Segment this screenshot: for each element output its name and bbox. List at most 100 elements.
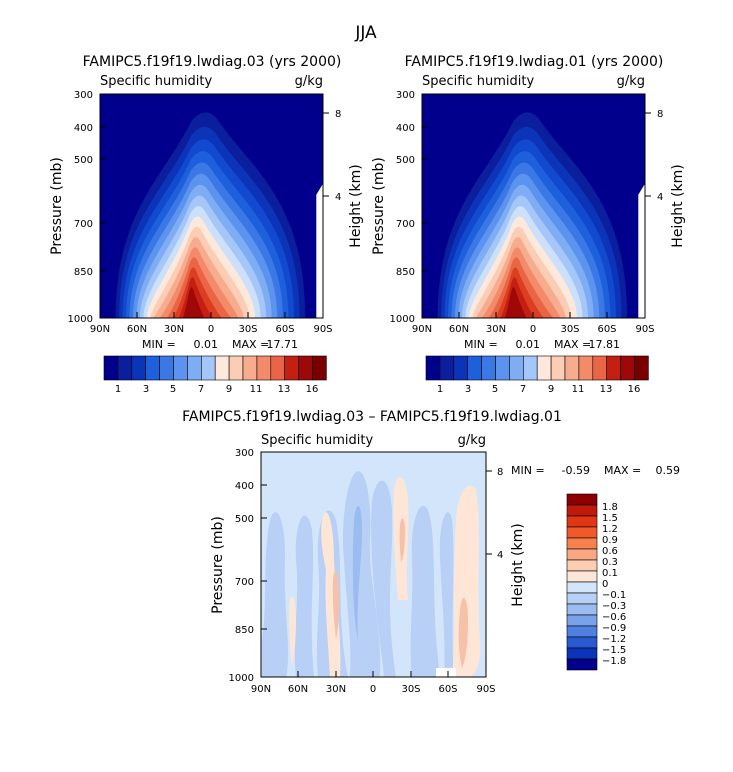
negative-anomaly — [262, 512, 289, 677]
colorbar-cell — [522, 355, 538, 381]
colorbar-cell — [256, 355, 272, 381]
y-tick-label: 850 — [396, 267, 415, 278]
pressure-axis-label: Pressure (mb) — [49, 157, 65, 255]
negative-anomaly — [294, 515, 314, 677]
colorbar-label: −0.9 — [602, 623, 626, 634]
y-tick-label: 400 — [235, 481, 254, 492]
plot-area — [422, 94, 645, 318]
colorbar-cell — [103, 355, 119, 381]
colorbar-label: 1.2 — [602, 524, 618, 535]
colorbar-label: 0.9 — [602, 535, 618, 546]
max-label: MAX = — [232, 338, 269, 351]
x-tick-label: 60S — [438, 684, 457, 695]
colorbar — [425, 355, 649, 381]
y2-tick-label: 8 — [335, 109, 341, 120]
colorbar-cell — [578, 355, 594, 381]
figure-title: JJA — [354, 23, 377, 43]
plot-area — [261, 452, 486, 677]
x-tick-label: 90S — [476, 684, 495, 695]
x-tick-label: 90N — [90, 324, 110, 335]
x-tick-label: 60S — [275, 324, 294, 335]
humidity-contours — [100, 94, 323, 318]
colorbar-cell — [592, 355, 607, 381]
negative-anomaly-strong — [352, 506, 362, 640]
colorbar-cell — [159, 355, 174, 381]
colorbar-label: 3 — [143, 384, 149, 395]
y2-tick-label: 8 — [657, 109, 663, 120]
colorbar-cell — [495, 355, 510, 381]
min-value: 0.01 — [194, 338, 219, 351]
panel-title: FAMIPC5.f19f19.lwdiag.03 (yrs 2000) — [83, 54, 342, 70]
panel-control-01: FAMIPC5.f19f19.lwdiag.01 (yrs 2000) Spec… — [371, 54, 686, 395]
positive-anomaly-strong — [399, 518, 405, 562]
missing-data — [638, 183, 645, 318]
colorbar-label: 0.6 — [602, 546, 618, 557]
x-tick-label: 30N — [326, 684, 346, 695]
colorbar-cell — [270, 355, 285, 381]
height-axis: 8 4 — [645, 109, 663, 203]
x-tick-label: 30N — [164, 324, 184, 335]
latitude-axis: 90N 60N 30N 0 30S 60S 90S — [90, 312, 333, 335]
missing-data — [316, 183, 323, 318]
colorbar-cell — [566, 493, 598, 506]
colorbar-cell — [566, 658, 598, 671]
colorbar-label: 9 — [226, 384, 232, 395]
max-value: 17.81 — [589, 338, 621, 351]
x-tick-label: 90N — [412, 324, 432, 335]
positive-anomaly — [289, 596, 296, 666]
units-label: g/kg — [458, 433, 486, 448]
colorbar-cell — [606, 355, 621, 381]
colorbar-cell — [566, 526, 598, 539]
x-tick-label: 0 — [370, 684, 376, 695]
max-value: 0.59 — [656, 464, 681, 477]
min-label: MIN = — [142, 338, 176, 351]
y2-tick-label: 8 — [497, 467, 503, 478]
panel-difference: FAMIPC5.f19f19.lwdiag.03 – FAMIPC5.f19f1… — [182, 409, 680, 695]
colorbar-label: 0.3 — [602, 557, 618, 568]
colorbar-label: 5 — [170, 384, 176, 395]
panel-control-03: FAMIPC5.f19f19.lwdiag.03 (yrs 2000) Spec… — [49, 54, 364, 395]
colorbar-label: −1.2 — [602, 634, 626, 645]
colorbar-label: 7 — [520, 384, 526, 395]
y-tick-label: 400 — [396, 123, 415, 134]
min-label: MIN = — [511, 464, 545, 477]
x-tick-label: 90N — [251, 684, 271, 695]
colorbar-label: 0 — [602, 579, 608, 590]
y-tick-label: 1000 — [68, 314, 93, 325]
y-tick-label: 400 — [74, 123, 93, 134]
colorbar — [103, 355, 327, 381]
colorbar-cell — [620, 355, 635, 381]
colorbar-cell — [187, 355, 202, 381]
y2-tick-label: 4 — [497, 550, 503, 561]
humidity-band — [171, 287, 216, 318]
colorbar-cell — [566, 537, 598, 550]
y-tick-label: 300 — [74, 90, 93, 101]
colorbar-cell — [284, 355, 299, 381]
colorbar-cell — [566, 548, 598, 561]
pressure-axis-label: Pressure (mb) — [210, 516, 226, 614]
colorbar-cell — [566, 625, 598, 638]
height-axis: 8 4 — [323, 109, 341, 203]
colorbar-cell — [566, 647, 598, 660]
field-name: Specific humidity — [422, 74, 534, 89]
colorbar-cell — [566, 636, 598, 649]
colorbar-cell — [228, 355, 244, 381]
colorbar-cell — [566, 603, 598, 616]
x-tick-label: 0 — [530, 324, 536, 335]
y2-tick-label: 4 — [335, 192, 341, 203]
negative-anomaly — [342, 471, 381, 677]
positive-anomaly-strong — [458, 597, 468, 668]
colorbar-labels: 1 3 5 7 9 11 13 16 — [115, 384, 319, 395]
max-value: 17.71 — [267, 338, 299, 351]
x-tick-label: 60S — [597, 324, 616, 335]
min-value: 0.01 — [516, 338, 541, 351]
colorbar-cell — [566, 614, 598, 627]
colorbar — [566, 493, 598, 671]
colorbar-cell — [425, 355, 441, 381]
y-tick-label: 500 — [396, 155, 415, 166]
colorbar-cell — [536, 355, 552, 381]
latitude-axis: 90N 60N 30N 0 30S 60S 90S — [251, 671, 496, 695]
colorbar-cell — [566, 559, 598, 572]
colorbar-cell — [298, 355, 313, 381]
negative-anomaly — [439, 512, 454, 677]
